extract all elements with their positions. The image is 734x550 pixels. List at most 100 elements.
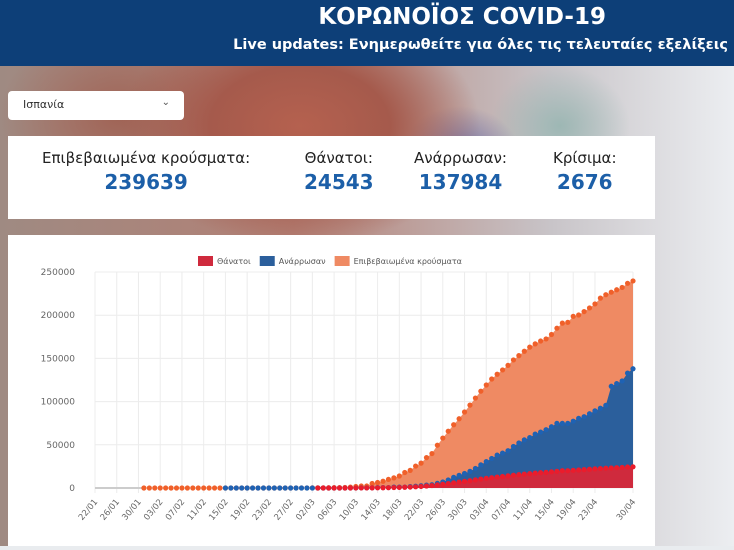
- data-point: [407, 484, 413, 490]
- data-point: [499, 473, 506, 480]
- data-point: [396, 484, 402, 491]
- data-point: [527, 471, 533, 477]
- x-tick-label: 26/01: [99, 498, 122, 523]
- area-2: [317, 466, 633, 488]
- stat-critical: Κρίσιμα: 2676: [553, 149, 617, 194]
- chevron-down-icon: ⌄: [161, 97, 170, 108]
- data-point: [489, 455, 495, 462]
- data-point: [184, 485, 190, 491]
- data-point: [320, 485, 326, 491]
- data-point: [179, 485, 185, 491]
- data-point: [538, 470, 544, 476]
- data-point: [456, 472, 462, 478]
- data-point: [423, 455, 430, 461]
- data-point: [467, 402, 473, 408]
- data-point: [499, 450, 506, 456]
- legend-swatch: [334, 256, 350, 266]
- data-point: [391, 484, 397, 491]
- data-point: [489, 376, 495, 382]
- data-point: [396, 473, 402, 479]
- data-point: [309, 485, 315, 491]
- data-point: [157, 485, 163, 491]
- data-point: [173, 485, 180, 491]
- data-point: [510, 443, 517, 450]
- data-point: [510, 357, 517, 363]
- data-point: [461, 478, 468, 484]
- data-point: [423, 483, 430, 489]
- chart-card: 0 50000 100000 150000 200000 250000 22/01 26/01…: [8, 235, 655, 546]
- data-point: [190, 485, 196, 491]
- legend-swatch: [198, 256, 213, 266]
- data-point: [407, 467, 413, 473]
- country-select[interactable]: Ισπανία ⌄: [8, 91, 184, 120]
- data-point: [451, 422, 457, 428]
- data-point: [413, 463, 419, 469]
- data-point: [581, 414, 587, 420]
- data-point: [478, 476, 484, 482]
- data-point: [461, 470, 468, 477]
- data-point: [581, 467, 587, 473]
- data-point: [630, 464, 636, 470]
- data-point: [494, 452, 500, 458]
- y-tick-label: 200000: [41, 311, 76, 321]
- stat-value: 137984: [418, 170, 503, 194]
- x-tick-label: 15/02: [207, 498, 230, 523]
- data-point: [146, 485, 152, 491]
- data-point: [391, 475, 397, 481]
- data-point: [516, 472, 522, 478]
- data-point: [597, 295, 603, 301]
- data-point: [211, 485, 218, 491]
- data-point: [217, 485, 223, 491]
- data-point: [624, 464, 631, 470]
- data-point: [538, 429, 544, 435]
- data-point: [461, 409, 468, 415]
- data-point: [364, 485, 370, 491]
- data-point: [499, 367, 506, 373]
- data-point: [456, 479, 462, 485]
- x-tick-label: 11/02: [186, 498, 209, 523]
- covid-timeline-chart: 0 50000 100000 150000 200000 250000 22/0126/01…: [41, 256, 638, 523]
- data-point: [288, 485, 294, 491]
- stat-recovered: Ανάρρωσαν: 137984: [414, 149, 507, 194]
- data-point: [369, 485, 375, 491]
- data-point: [434, 442, 440, 448]
- data-point: [554, 420, 560, 426]
- x-tick-label: 15/04: [533, 498, 556, 523]
- x-tick-label: 18/03: [381, 498, 404, 523]
- data-point: [532, 341, 538, 347]
- data-point: [445, 428, 451, 434]
- data-point: [472, 477, 479, 483]
- page-subtitle: Live updates: Ενημερωθείτε για όλες τις …: [233, 37, 728, 53]
- data-point: [472, 465, 479, 472]
- x-tick-label: 03/02: [142, 498, 165, 523]
- data-point: [249, 485, 256, 491]
- data-point: [141, 485, 147, 491]
- data-point: [342, 485, 348, 491]
- data-point: [478, 388, 484, 394]
- data-point: [331, 485, 337, 491]
- legend-label: Επιβεβαιωμένα κρούσματα: [354, 256, 462, 266]
- data-point: [521, 437, 527, 443]
- data-point: [472, 395, 479, 401]
- stats-panel: Επιβεβαιωμένα κρούσματα: 239639 Θάνατοι:…: [8, 136, 655, 219]
- stat-value: 24543: [304, 170, 374, 194]
- y-tick-label: 250000: [41, 268, 76, 278]
- data-point: [228, 485, 234, 491]
- data-point: [597, 465, 603, 472]
- x-tick-label: 11/04: [512, 498, 535, 523]
- data-point: [380, 478, 386, 484]
- data-point: [418, 483, 424, 490]
- data-point: [206, 485, 212, 491]
- data-point: [521, 471, 527, 477]
- data-point: [570, 467, 576, 473]
- data-point: [565, 319, 571, 325]
- x-tick-label: 03/04: [468, 498, 491, 523]
- data-point: [429, 450, 435, 457]
- data-point: [195, 485, 201, 491]
- data-point: [614, 287, 620, 293]
- data-point: [445, 480, 451, 487]
- data-point: [451, 480, 457, 486]
- data-point: [576, 415, 582, 421]
- data-point: [467, 478, 473, 484]
- data-point: [527, 344, 533, 350]
